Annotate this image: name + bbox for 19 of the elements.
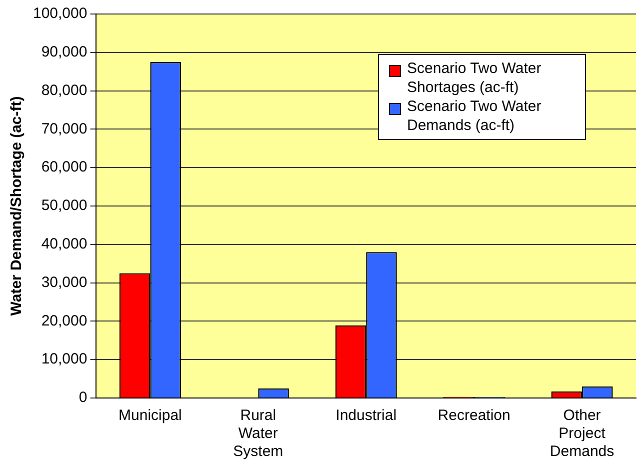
y-axis-title: Water Demand/Shortage (ac-ft) — [8, 96, 26, 316]
y-tick-label: 50,000 — [41, 197, 88, 214]
x-tick-label: Industrial — [336, 407, 397, 424]
y-tick-label: 70,000 — [41, 120, 88, 138]
y-tick-label: 40,000 — [41, 236, 88, 253]
y-tick-label: 20,000 — [41, 312, 88, 330]
y-tick-label: 100,000 — [32, 5, 88, 22]
x-tick-label: Rural Water System — [233, 407, 284, 460]
y-tick-label: 90,000 — [41, 44, 88, 61]
y-tick-label: 30,000 — [41, 274, 88, 291]
legend-label: Scenario Two Water Shortages (ac-ft) — [407, 59, 542, 97]
legend-label: Scenario Two Water Demands (ac-ft) — [407, 97, 542, 135]
y-tick-label: 10,000 — [41, 350, 88, 368]
y-tick-label: 0 — [78, 389, 88, 406]
x-tick-label: Municipal — [118, 407, 182, 424]
x-tick-label: Other Project Demands — [550, 407, 614, 460]
y-tick-label: 80,000 — [41, 82, 88, 99]
x-tick-label: Recreation — [438, 407, 510, 424]
y-tick-label: 60,000 — [41, 158, 88, 176]
